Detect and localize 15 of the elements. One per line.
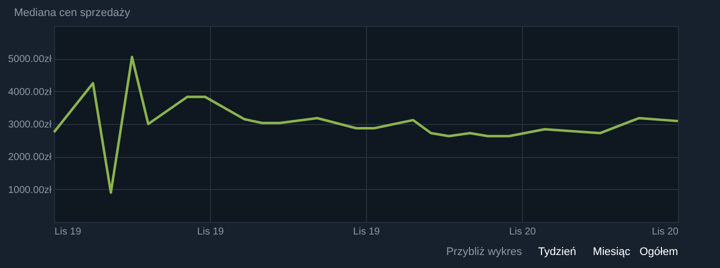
x-tick-label: Lis 19: [197, 226, 224, 238]
y-tick-label: 5000.00zł: [8, 54, 52, 66]
y-tick-label: 1000.00zł: [8, 184, 52, 196]
y-tick-label: 3000.00zł: [8, 120, 52, 130]
x-tick-label: Lis 20: [509, 226, 536, 238]
text: Ogółem: [639, 246, 678, 258]
x-tick-label: Lis 19: [54, 226, 82, 238]
x-tick-label: Lis 20: [652, 226, 679, 238]
y-tick-label: 2000.00zł: [8, 152, 52, 164]
text: Miesiąc: [592, 246, 631, 258]
chart-title: Mediana cen sprzedaży: [14, 7, 131, 19]
y-tick-label: 4000.00zł: [8, 86, 52, 98]
text: Przybliż wykres: [446, 246, 522, 258]
text: Tydzień: [538, 246, 576, 258]
x-tick-label: Lis 19: [353, 226, 380, 238]
